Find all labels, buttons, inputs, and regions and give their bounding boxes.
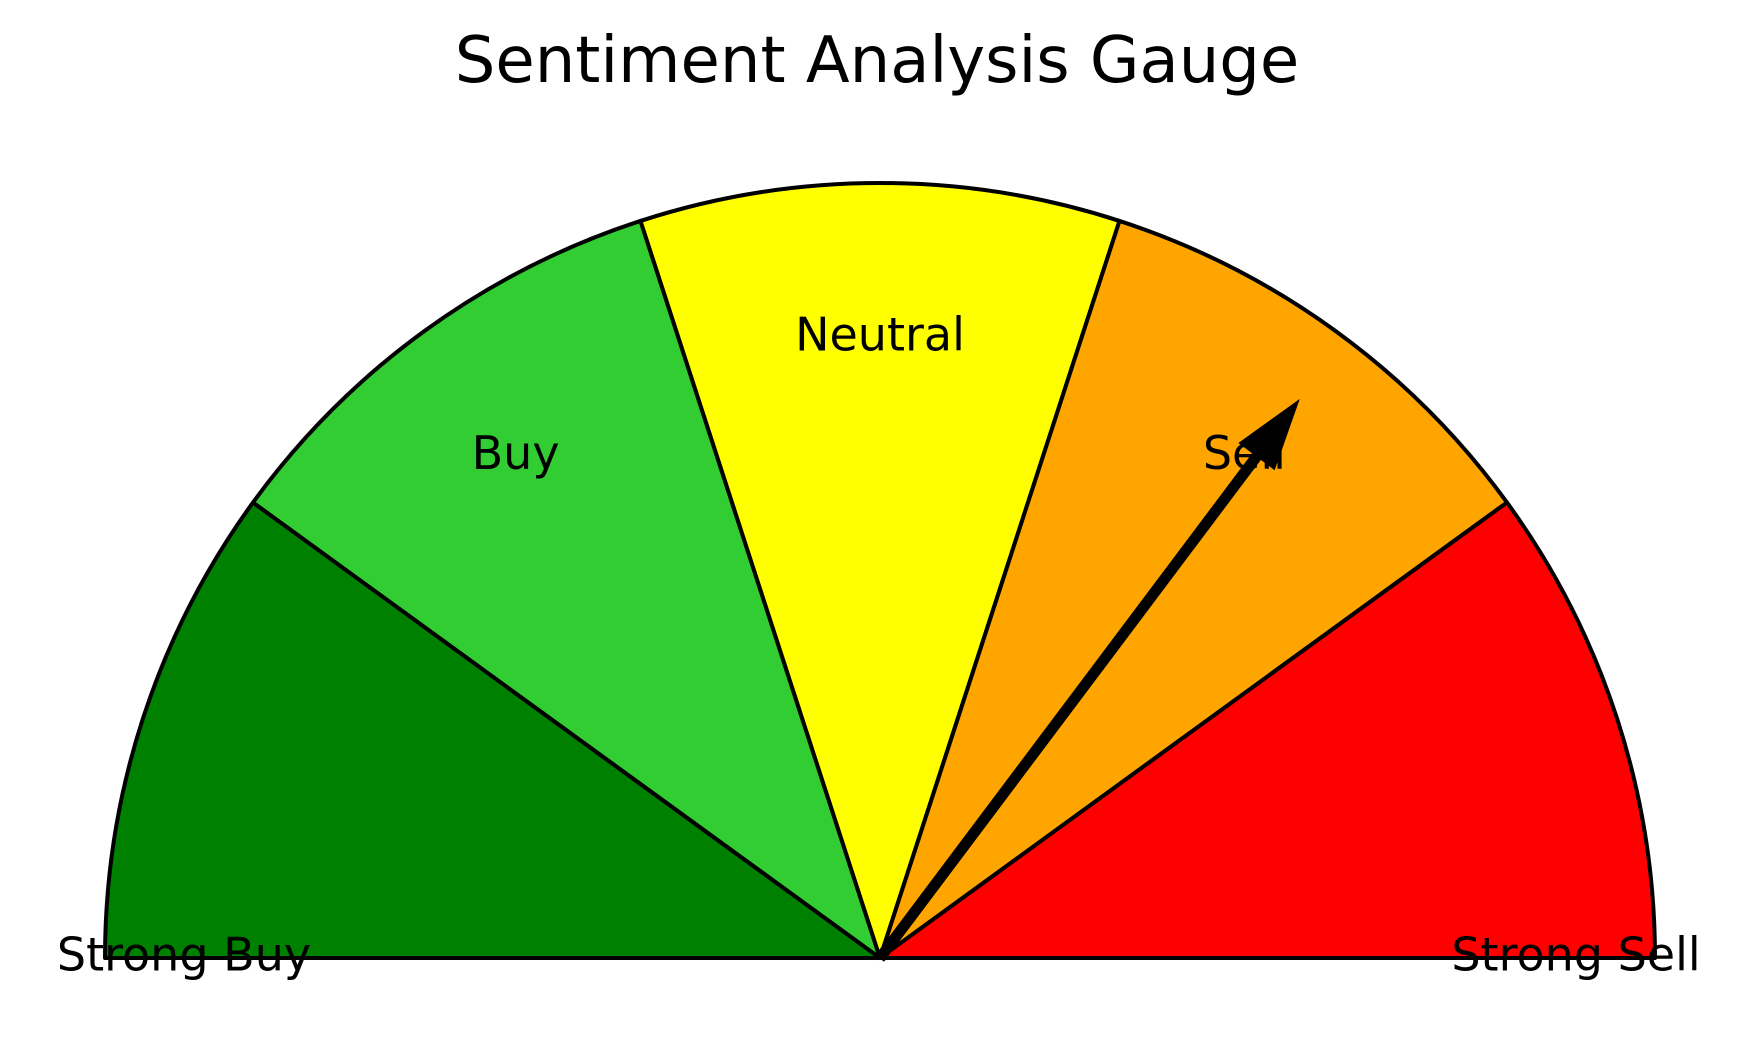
gauge-label-strong-sell: Strong Sell (1451, 928, 1700, 982)
gauge-segments (103, 181, 1657, 960)
gauge-label-strong-buy: Strong Buy (57, 928, 311, 982)
gauge-segment-buy (251, 218, 882, 960)
gauge-segment-strong-buy (103, 500, 882, 960)
gauge-segment-neutral (638, 181, 1122, 960)
gauge-label-buy: Buy (472, 426, 560, 480)
gauge-segment-sell (878, 218, 1509, 960)
gauge-segment-strong-sell (878, 500, 1657, 960)
gauge-needle (875, 398, 1300, 962)
chart-title: Sentiment Analysis Gauge (455, 24, 1300, 98)
gauge-needle-group (875, 398, 1300, 962)
gauge-label-neutral: Neutral (795, 308, 965, 362)
